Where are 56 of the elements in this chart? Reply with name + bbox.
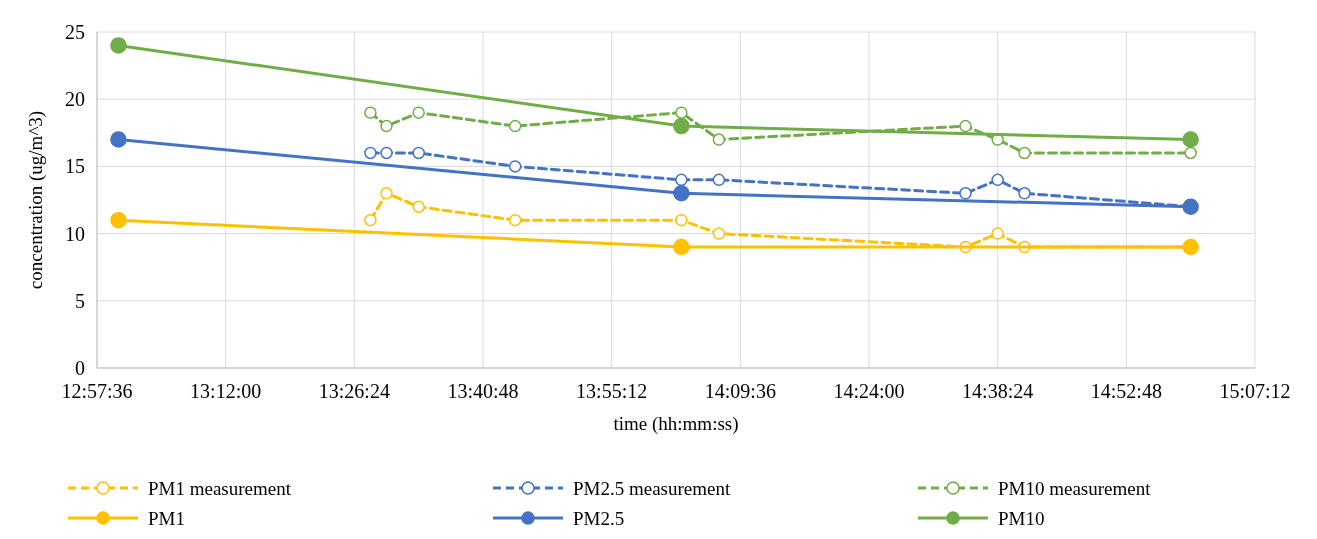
point — [712, 227, 726, 240]
y-tick-label: 15 — [65, 155, 85, 178]
point — [675, 106, 688, 119]
point — [959, 119, 972, 133]
point — [675, 213, 688, 227]
legend-label: PM2.5 measurement — [573, 477, 731, 499]
point — [673, 185, 690, 202]
x-tick-label: 13:12:00 — [190, 380, 262, 402]
point — [412, 200, 425, 213]
legend-label: PM10 measurement — [998, 477, 1152, 499]
point — [1184, 146, 1197, 160]
point — [673, 117, 690, 135]
legend-label: PM1 measurement — [148, 477, 292, 499]
legend-label: PM10 — [998, 507, 1045, 529]
point — [110, 211, 127, 229]
x-tick-label: 14:24:00 — [833, 380, 905, 402]
point — [380, 146, 393, 160]
point — [110, 37, 127, 54]
legend-label: PM2.5 — [573, 507, 625, 529]
x-tick-label: 14:52:48 — [1090, 380, 1162, 402]
x-tick-label: 15:07:12 — [1219, 380, 1291, 402]
point — [712, 173, 726, 187]
x-tick-label: 12:57:36 — [61, 380, 133, 402]
point — [110, 131, 127, 148]
x-tick-label: 13:26:24 — [318, 380, 390, 402]
point — [959, 187, 972, 200]
x-tick-label: 13:40:48 — [447, 380, 519, 402]
point — [364, 213, 377, 227]
y-tick-label: 10 — [65, 222, 85, 245]
y-axis-title: concentration (ug/m^3) — [25, 110, 47, 290]
point — [412, 106, 425, 119]
point — [508, 119, 522, 133]
x-tick-label: 14:38:24 — [962, 380, 1034, 402]
y-tick-label: 25 — [65, 21, 85, 43]
point — [673, 238, 690, 256]
point — [380, 119, 393, 133]
point — [991, 173, 1004, 187]
point — [675, 173, 688, 187]
point — [508, 160, 522, 173]
x-axis-title: time (hh:mm:ss) — [613, 413, 739, 435]
legend-label: PM1 — [148, 507, 185, 529]
y-tick-label: 20 — [65, 88, 85, 111]
y-tick-label: 5 — [75, 289, 85, 312]
point — [508, 213, 522, 227]
point — [1018, 146, 1031, 160]
point — [364, 146, 377, 160]
point — [1018, 187, 1031, 200]
point — [412, 146, 425, 160]
y-tick-label: 0 — [75, 357, 85, 379]
point — [991, 227, 1004, 240]
point — [364, 106, 377, 119]
x-tick-label: 14:09:36 — [704, 380, 776, 402]
x-tick-label: 13:55:12 — [576, 380, 648, 402]
point — [1182, 131, 1199, 148]
point — [380, 187, 393, 200]
point — [712, 133, 726, 146]
